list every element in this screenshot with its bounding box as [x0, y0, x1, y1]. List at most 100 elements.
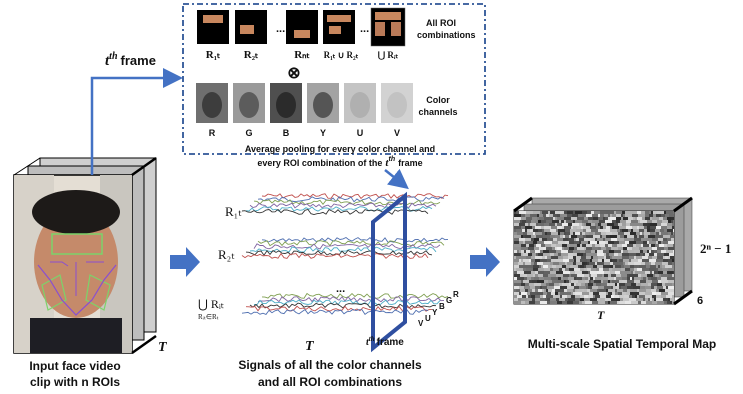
st-map-cell — [630, 265, 634, 268]
st-map-cell — [627, 244, 633, 247]
st-map-cell — [634, 238, 641, 241]
st-map-cell — [540, 211, 542, 214]
st-map-cell — [597, 271, 604, 274]
st-map-cell — [656, 298, 663, 301]
st-map-cell — [567, 301, 573, 304]
roi-label-2: R₂ₜ — [244, 49, 259, 61]
st-map-cell — [579, 286, 586, 289]
st-map-cell — [579, 241, 581, 244]
st-map-cell — [593, 283, 596, 286]
st-map-cell — [593, 232, 595, 235]
st-map-cell — [544, 277, 551, 280]
st-map-cell — [575, 232, 580, 235]
st-map-cell — [573, 250, 580, 253]
st-map-cell — [548, 265, 552, 268]
st-map-cell — [555, 211, 562, 214]
st-map-cell — [590, 241, 597, 244]
st-map-cell — [665, 283, 672, 286]
st-map-cell — [671, 232, 673, 235]
st-map-cell — [539, 214, 543, 217]
st-map-cell — [564, 226, 571, 229]
st-map-cell — [577, 217, 584, 220]
st-map-cell — [600, 244, 605, 247]
st-map-cell — [557, 280, 564, 283]
st-map-cell — [592, 214, 598, 217]
st-map-cell — [533, 241, 537, 244]
st-map-cell — [631, 229, 633, 232]
st-map-cell — [638, 283, 641, 286]
st-map-cell — [551, 277, 558, 280]
st-map-cell — [664, 244, 667, 247]
st-map-cell — [593, 235, 600, 238]
st-map-cell — [641, 301, 646, 304]
st-map-cell — [523, 235, 525, 238]
st-map-cell — [514, 241, 519, 244]
st-map-cell — [615, 265, 621, 268]
st-map-cell — [573, 262, 576, 265]
st-map-cell — [575, 298, 580, 301]
st-map-cell — [636, 223, 643, 226]
st-map-cell — [543, 292, 547, 295]
st-map-cell — [587, 211, 591, 214]
st-map-cell — [673, 232, 674, 235]
st-map-cell — [552, 247, 555, 250]
st-map-cell — [540, 286, 542, 289]
st-map-cell — [590, 226, 596, 229]
st-map-cell — [639, 292, 645, 295]
st-map-cell — [514, 220, 520, 223]
st-map-cell — [644, 226, 647, 229]
st-map-cell — [521, 301, 525, 304]
st-map-cell — [545, 256, 547, 259]
st-map-cell — [671, 289, 674, 292]
st-map-cell — [555, 247, 557, 250]
st-map-cell — [558, 256, 563, 259]
st-map-cell — [653, 214, 656, 217]
st-map-cell — [577, 253, 583, 256]
st-map-cell — [623, 247, 627, 250]
st-map-cell — [526, 217, 532, 220]
channel-label-Y: Y — [320, 128, 326, 138]
st-map-cell — [651, 262, 655, 265]
st-map-cell — [556, 298, 559, 301]
st-map-cell — [619, 226, 626, 229]
st-map-cell — [557, 214, 560, 217]
st-map-cell — [573, 301, 579, 304]
st-map-cell — [584, 295, 588, 298]
map-T-label: T — [597, 308, 605, 322]
st-map-cell — [664, 253, 669, 256]
st-map-cell — [604, 247, 606, 250]
st-map-cell — [666, 286, 668, 289]
st-map-cell — [625, 289, 627, 292]
st-map-cell — [654, 271, 658, 274]
st-map-cell — [514, 268, 516, 271]
st-map-cell — [591, 223, 595, 226]
st-map-cell — [557, 238, 563, 241]
st-map-cell — [627, 235, 634, 238]
st-map-cell — [589, 280, 591, 283]
arrow-to-signals — [170, 247, 200, 277]
st-map-cell — [666, 211, 673, 214]
st-map-cell — [630, 268, 634, 271]
st-map-cell — [571, 226, 573, 229]
st-map-cell — [576, 277, 582, 280]
st-map-cell — [519, 250, 521, 253]
st-map-cell — [668, 292, 674, 295]
st-map-cell — [643, 244, 649, 247]
st-map-cell — [524, 271, 531, 274]
st-map-cell — [556, 250, 561, 253]
st-map-cell — [636, 232, 640, 235]
st-map-cell — [620, 271, 625, 274]
st-map-cell — [580, 229, 583, 232]
st-map-cell — [540, 295, 543, 298]
st-map-cell — [590, 298, 597, 301]
st-map-cell — [635, 295, 637, 298]
st-map-cell — [618, 262, 623, 265]
st-map-cell — [563, 235, 565, 238]
st-map-cell — [537, 241, 544, 244]
st-map-cell — [560, 292, 564, 295]
st-map-cell — [590, 271, 597, 274]
input-caption-line2: clip with n ROIs — [30, 375, 120, 389]
st-map-cell — [514, 280, 521, 283]
st-map-cell — [642, 217, 645, 220]
st-map-cell — [543, 214, 546, 217]
